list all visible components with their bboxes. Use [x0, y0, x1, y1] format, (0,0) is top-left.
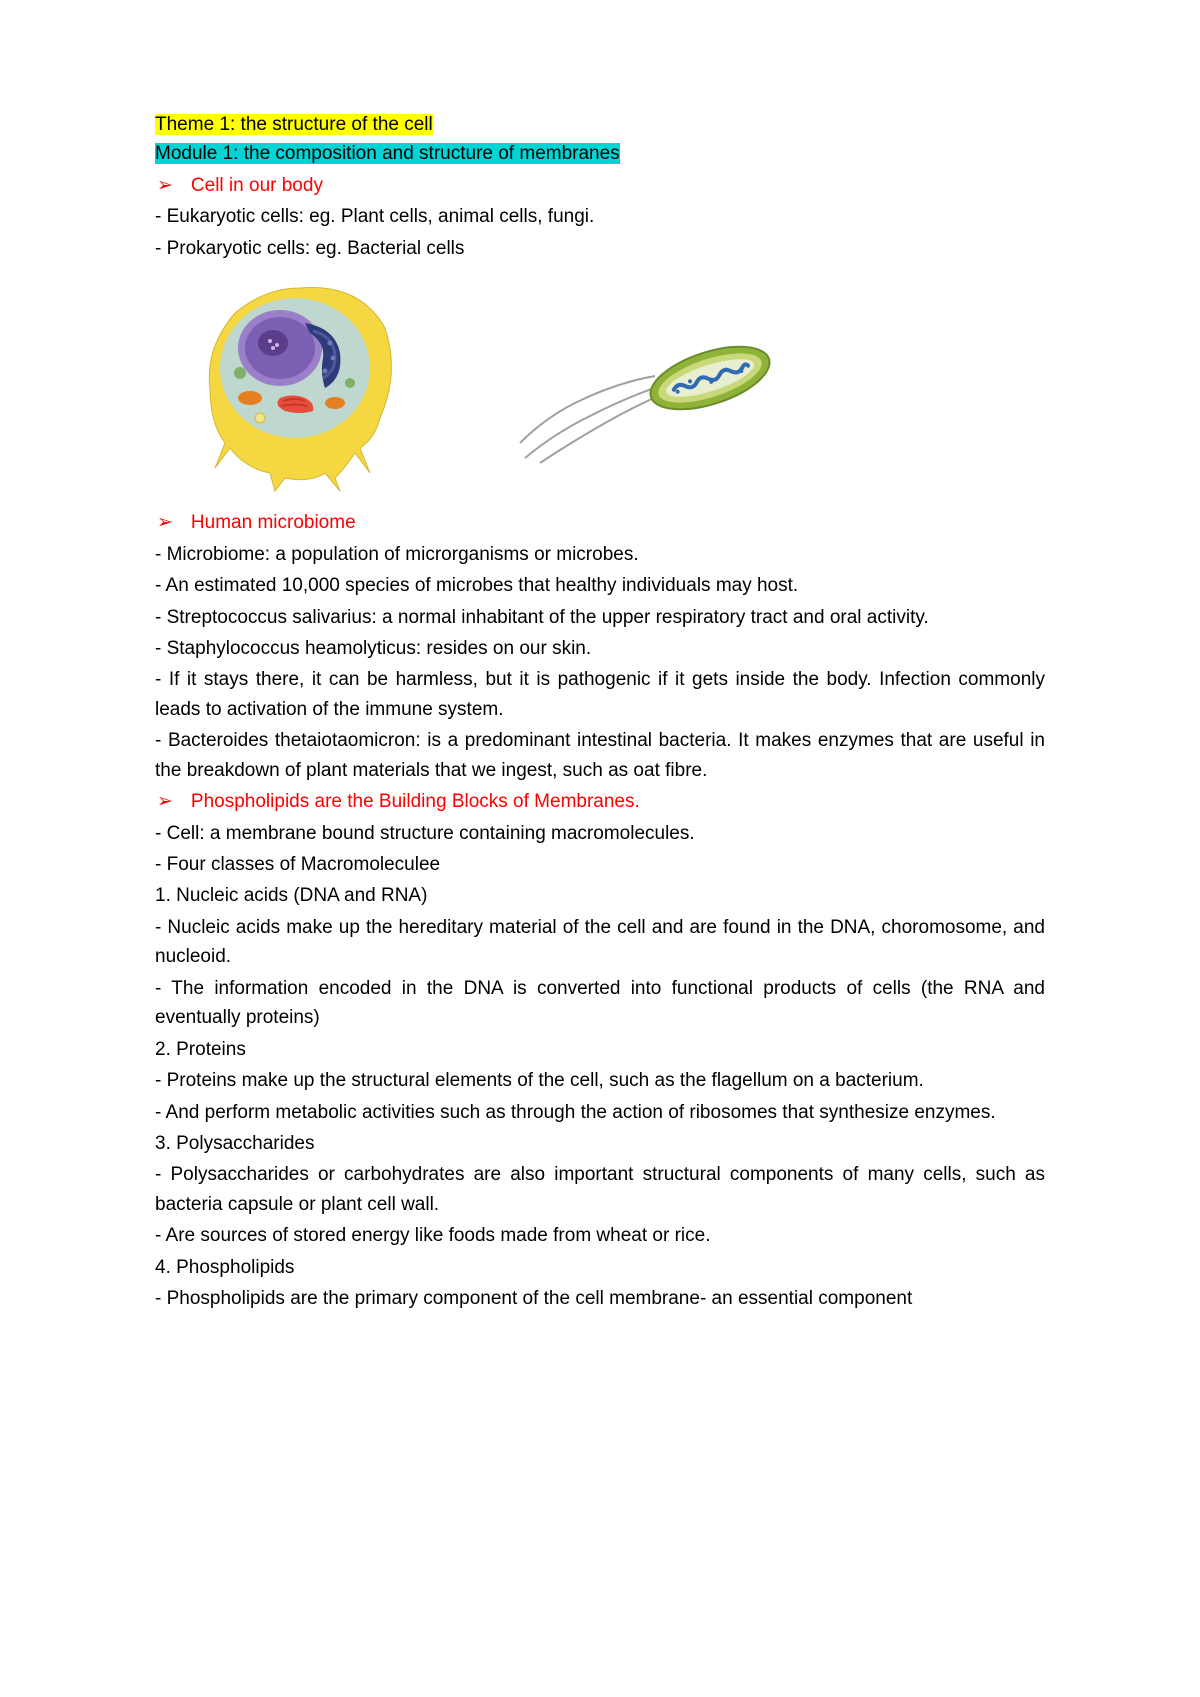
- macro-2a: - Proteins make up the structural elemen…: [155, 1066, 1045, 1095]
- section-microbiome-heading: ➢ Human microbiome: [155, 508, 1045, 537]
- phospho-p2: - Four classes of Macromoleculee: [155, 850, 1045, 879]
- section-cell-body-heading: ➢ Cell in our body: [155, 171, 1045, 200]
- arrow-icon: ➢: [157, 508, 173, 537]
- microbiome-p4: - Staphylococcus heamolyticus: resides o…: [155, 634, 1045, 663]
- heading-text: Cell in our body: [191, 171, 323, 200]
- phospho-p1: - Cell: a membrane bound structure conta…: [155, 819, 1045, 848]
- macro-4: 4. Phospholipids: [155, 1253, 1045, 1282]
- macro-3b: - Are sources of stored energy like food…: [155, 1221, 1045, 1250]
- macro-1a: - Nucleic acids make up the hereditary m…: [155, 913, 1045, 972]
- macro-3: 3. Polysaccharides: [155, 1129, 1045, 1158]
- eukaryotic-line: - Eukaryotic cells: eg. Plant cells, ani…: [155, 202, 1045, 231]
- macro-1b: - The information encoded in the DNA is …: [155, 974, 1045, 1033]
- macro-4a: - Phospholipids are the primary componen…: [155, 1284, 1045, 1313]
- microbiome-p6: - Bacteroides thetaiotaomicron: is a pre…: [155, 726, 1045, 785]
- theme-title: Theme 1: the structure of the cell: [155, 110, 1045, 139]
- macro-1: 1. Nucleic acids (DNA and RNA): [155, 881, 1045, 910]
- prokaryotic-line: - Prokaryotic cells: eg. Bacterial cells: [155, 234, 1045, 263]
- arrow-icon: ➢: [157, 787, 173, 816]
- heading-text: Phospholipids are the Building Blocks of…: [191, 787, 640, 816]
- microbiome-p5: - If it stays there, it can be harmless,…: [155, 665, 1045, 724]
- section-phospholipids-heading: ➢ Phospholipids are the Building Blocks …: [155, 787, 1045, 816]
- arrow-icon: ➢: [157, 171, 173, 200]
- eukaryotic-cell-diagram: [185, 273, 415, 493]
- microbiome-p2: - An estimated 10,000 species of microbe…: [155, 571, 1045, 600]
- microbiome-p3: - Streptococcus salivarius: a normal inh…: [155, 603, 1045, 632]
- microbiome-p1: - Microbiome: a population of microrgani…: [155, 540, 1045, 569]
- heading-text: Human microbiome: [191, 508, 356, 537]
- macro-2b: - And perform metabolic activities such …: [155, 1098, 1045, 1127]
- macro-3a: - Polysaccharides or carbohydrates are a…: [155, 1160, 1045, 1219]
- prokaryotic-cell-diagram: [515, 328, 785, 468]
- cell-diagrams-row: [185, 273, 1045, 493]
- macro-2: 2. Proteins: [155, 1035, 1045, 1064]
- module-title: Module 1: the composition and structure …: [155, 139, 1045, 168]
